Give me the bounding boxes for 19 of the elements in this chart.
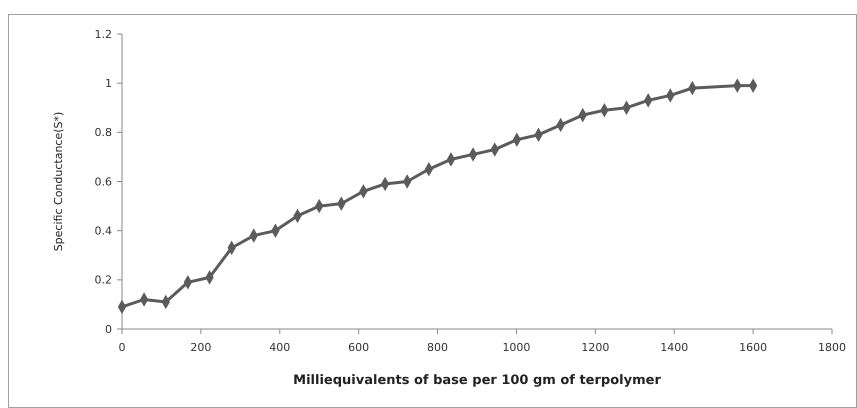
x-tick-label: 800	[427, 341, 448, 354]
y-axis-title: Specific Conductance(S*)	[52, 112, 65, 252]
y-tick-label: 0.8	[94, 126, 112, 140]
x-tick-label: 1200	[581, 341, 610, 354]
y-tick-label: 1.2	[94, 28, 112, 41]
x-tick-label: 200	[190, 341, 212, 354]
x-tick-label: 1800	[818, 341, 846, 354]
x-tick-label: 600	[348, 341, 370, 354]
y-tick-label: 0.2	[94, 274, 112, 287]
y-tick-label: 0.4	[94, 224, 112, 238]
x-axis-title: Milliequivalents of base per 100 gm of terpolymer	[293, 373, 662, 388]
x-tick-label: 0	[118, 341, 126, 354]
y-tick-label: 1	[105, 77, 112, 90]
x-tick-label: 1000	[502, 341, 530, 354]
y-tick-label: 0	[105, 322, 112, 336]
x-tick-label: 400	[269, 341, 290, 354]
x-tick-label: 1400	[660, 341, 688, 354]
x-tick-label: 1600	[739, 341, 768, 354]
y-tick-label: 0.6	[94, 175, 112, 188]
